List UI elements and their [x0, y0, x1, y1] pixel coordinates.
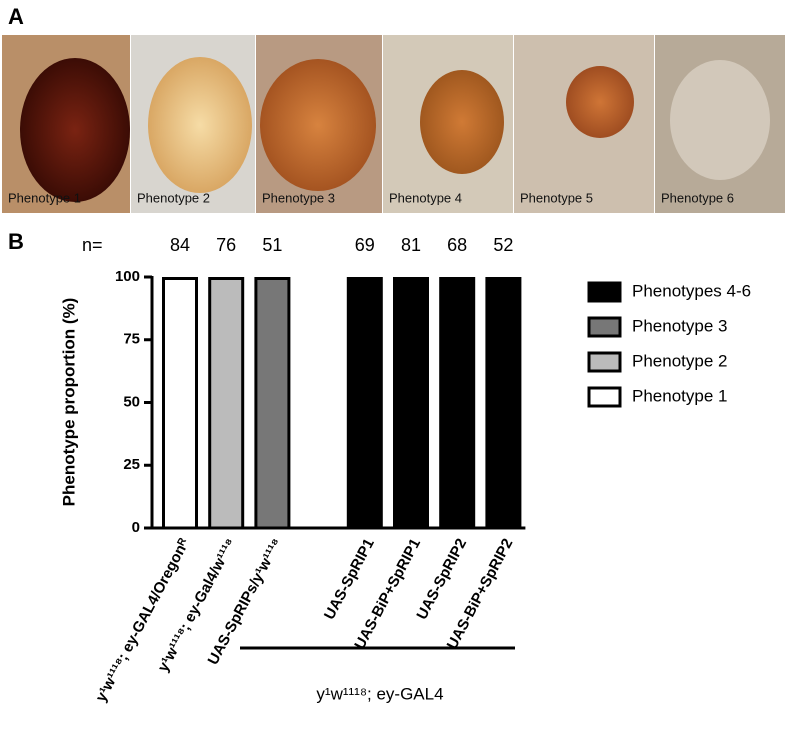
- photo-label: Phenotype 6: [661, 190, 734, 205]
- photo-label: Phenotype 5: [520, 190, 593, 205]
- n-value: 68: [447, 235, 467, 255]
- n-value: 52: [493, 235, 513, 255]
- n-label: n=: [82, 235, 103, 255]
- bar-segment: [485, 277, 522, 530]
- group-label: y¹w¹¹¹⁸; ey-GAL4: [316, 684, 443, 703]
- bar-segment: [162, 277, 198, 530]
- n-value: 76: [216, 235, 236, 255]
- panel-label: A: [8, 4, 24, 29]
- y-tick-label: 50: [123, 393, 140, 410]
- y-axis-label: Phenotype proportion (%): [59, 298, 78, 507]
- photo-label: Phenotype 3: [262, 190, 335, 205]
- bar-segment: [439, 277, 476, 530]
- y-tick-label: 100: [115, 268, 140, 285]
- eye: [566, 66, 634, 138]
- photo-label: Phenotype 4: [389, 190, 462, 205]
- eye: [420, 70, 504, 174]
- y-tick-label: 0: [132, 519, 140, 536]
- n-value: 69: [355, 235, 375, 255]
- photo-label: Phenotype 2: [137, 190, 210, 205]
- legend-swatch: [587, 281, 622, 303]
- bar-segment: [346, 277, 383, 530]
- n-value: 51: [262, 235, 282, 255]
- legend-swatch: [587, 386, 622, 408]
- head: [670, 60, 770, 180]
- photo-strip: [2, 35, 785, 213]
- x-tick-label: y¹w¹¹¹⁸; ey-GAL4/Oregonᴿ: [92, 536, 193, 705]
- legend-label: Phenotypes 4-6: [632, 281, 751, 300]
- eye: [148, 57, 252, 193]
- bar-segment: [208, 277, 245, 530]
- photo-label: Phenotype 1: [8, 190, 81, 205]
- legend-swatch: [587, 351, 622, 373]
- eye: [20, 58, 130, 202]
- legend-label: Phenotype 1: [632, 386, 727, 405]
- y-tick-label: 75: [123, 331, 140, 348]
- n-value: 84: [170, 235, 190, 255]
- legend-label: Phenotype 3: [632, 316, 727, 335]
- bar-segment: [254, 277, 291, 530]
- eye: [260, 59, 376, 191]
- legend-swatch: [587, 316, 622, 338]
- legend-label: Phenotype 2: [632, 351, 727, 370]
- y-tick-label: 25: [123, 456, 140, 473]
- panel-label: B: [8, 229, 24, 254]
- bar-segment: [393, 277, 429, 530]
- n-value: 81: [401, 235, 421, 255]
